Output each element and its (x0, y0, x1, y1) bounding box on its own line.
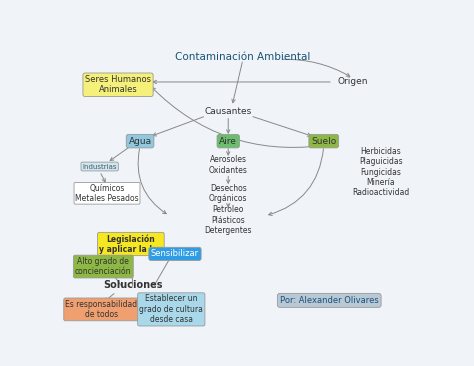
Text: Seres Humanos
Animales: Seres Humanos Animales (85, 75, 151, 94)
Text: Agua: Agua (128, 137, 152, 146)
Text: Sensibilizar: Sensibilizar (151, 249, 199, 258)
Text: Soluciones: Soluciones (103, 280, 163, 290)
Text: Herbicidas
Plaguicidas
Fungicidas
Minería
Radioactividad: Herbicidas Plaguicidas Fungicidas Minerí… (352, 147, 410, 197)
Text: Alto grado de
concienciación: Alto grado de concienciación (75, 257, 132, 276)
Text: Desechos
Orgánicos: Desechos Orgánicos (209, 184, 247, 203)
Text: Establecer un
grado de cultura
desde casa: Establecer un grado de cultura desde cas… (139, 295, 203, 324)
Text: Aerosoles
Oxidantes: Aerosoles Oxidantes (209, 156, 248, 175)
Text: Aire: Aire (219, 137, 237, 146)
Text: Por: Alexander Olivares: Por: Alexander Olivares (280, 296, 379, 305)
Text: Origen: Origen (338, 78, 368, 86)
Text: Contaminación Ambiental: Contaminación Ambiental (175, 52, 310, 61)
Text: Suelo: Suelo (311, 137, 337, 146)
Text: Industrias: Industrias (82, 164, 117, 169)
Text: Causantes: Causantes (205, 107, 252, 116)
Text: Químicos
Metales Pesados: Químicos Metales Pesados (75, 184, 139, 203)
Text: Es responsabilidad
de todos: Es responsabilidad de todos (65, 300, 137, 319)
Text: Petroleo
Plásticos
Detergentes: Petroleo Plásticos Detergentes (204, 205, 252, 235)
Text: Legislación
y aplicar la ley: Legislación y aplicar la ley (99, 234, 163, 254)
